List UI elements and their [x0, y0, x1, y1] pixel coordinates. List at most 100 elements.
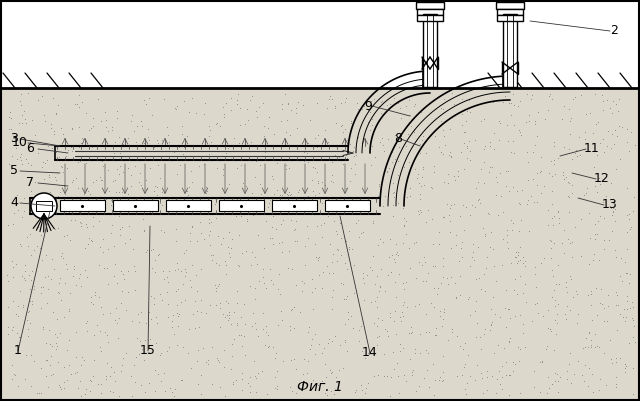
Point — [554, 281, 564, 288]
Point — [575, 152, 585, 158]
Point — [625, 226, 635, 232]
Point — [111, 211, 122, 217]
Point — [583, 344, 593, 350]
Point — [380, 288, 390, 295]
Point — [335, 342, 346, 348]
Point — [369, 373, 379, 379]
Point — [27, 267, 37, 274]
Point — [211, 302, 221, 308]
Point — [559, 103, 570, 109]
Point — [340, 338, 350, 345]
Point — [383, 333, 393, 339]
Point — [335, 219, 345, 226]
Point — [136, 123, 147, 130]
Point — [472, 362, 483, 368]
Point — [356, 204, 366, 211]
Point — [531, 271, 541, 277]
Point — [144, 309, 154, 315]
Point — [8, 221, 18, 227]
Point — [611, 359, 621, 365]
Point — [341, 94, 351, 101]
Point — [247, 322, 257, 329]
Point — [343, 316, 353, 322]
Point — [264, 342, 275, 349]
Point — [156, 200, 166, 207]
Point — [263, 331, 273, 338]
Point — [504, 338, 514, 345]
Point — [164, 268, 174, 275]
Point — [175, 162, 185, 168]
Point — [336, 252, 346, 258]
Point — [550, 303, 561, 309]
Point — [602, 143, 612, 150]
Point — [184, 109, 194, 115]
Point — [152, 162, 163, 168]
Point — [484, 163, 495, 170]
Point — [574, 134, 584, 140]
Point — [312, 100, 323, 106]
Point — [114, 213, 124, 219]
Point — [104, 188, 114, 194]
Point — [161, 289, 172, 296]
Point — [211, 260, 221, 267]
Point — [49, 331, 60, 338]
Point — [320, 126, 330, 133]
Point — [41, 373, 51, 379]
Point — [565, 273, 575, 279]
Point — [310, 284, 320, 291]
Point — [413, 207, 424, 214]
Point — [438, 127, 449, 134]
Point — [437, 323, 447, 330]
Point — [179, 297, 189, 304]
Point — [54, 330, 65, 336]
Point — [3, 222, 13, 229]
Point — [268, 241, 278, 247]
Point — [436, 118, 446, 125]
Point — [53, 193, 63, 200]
Point — [35, 245, 45, 251]
Point — [608, 97, 618, 104]
Point — [584, 329, 594, 335]
Point — [212, 165, 222, 172]
Point — [252, 389, 262, 395]
Point — [233, 91, 243, 97]
Point — [550, 317, 560, 323]
Point — [326, 388, 336, 394]
Point — [59, 379, 69, 385]
Point — [402, 123, 412, 129]
Bar — [496, 2, 524, 9]
Point — [122, 165, 132, 172]
Point — [422, 367, 432, 373]
Point — [138, 346, 148, 352]
Point — [388, 179, 398, 186]
Point — [328, 251, 339, 257]
Point — [218, 311, 228, 317]
Point — [124, 268, 134, 274]
Point — [8, 274, 19, 280]
Point — [97, 177, 107, 184]
Point — [76, 219, 86, 226]
Point — [349, 161, 360, 167]
Point — [451, 294, 461, 301]
Point — [167, 324, 177, 330]
Point — [17, 214, 27, 220]
Point — [215, 305, 225, 312]
Point — [338, 161, 348, 168]
Point — [341, 185, 351, 192]
Point — [117, 354, 127, 361]
Point — [32, 389, 42, 396]
Point — [495, 170, 506, 176]
Point — [628, 208, 638, 214]
Point — [376, 99, 386, 105]
Point — [298, 158, 308, 164]
Point — [504, 372, 514, 378]
Point — [44, 173, 54, 180]
Point — [9, 371, 19, 377]
Point — [584, 365, 595, 371]
Point — [88, 115, 98, 121]
Point — [385, 101, 396, 107]
Point — [613, 107, 623, 114]
Point — [276, 249, 287, 255]
Point — [45, 276, 56, 282]
Point — [460, 361, 470, 367]
